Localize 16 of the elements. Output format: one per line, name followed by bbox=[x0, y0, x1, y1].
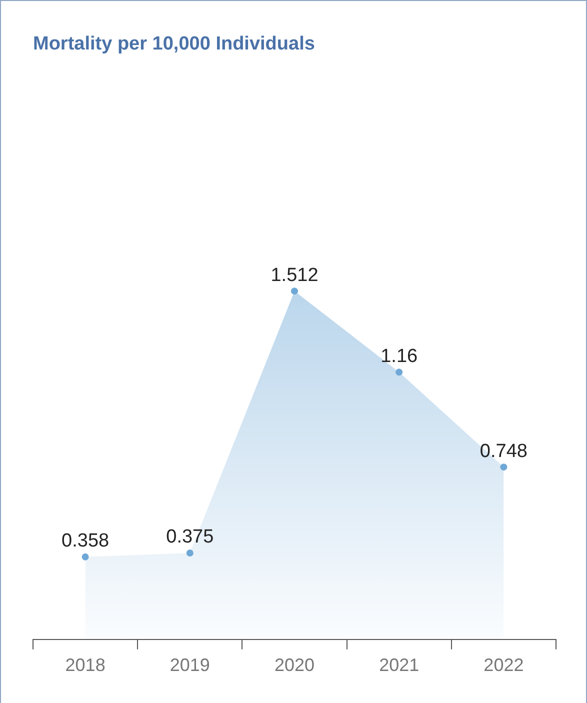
x-tick-label: 2020 bbox=[274, 655, 315, 676]
point bbox=[291, 288, 298, 295]
point bbox=[500, 464, 508, 471]
x-tick-label: 2021 bbox=[379, 655, 420, 676]
data-label: 0.748 bbox=[480, 440, 528, 462]
point bbox=[82, 553, 89, 560]
data-label: 0.358 bbox=[62, 530, 110, 552]
x-tick-label: 2019 bbox=[170, 655, 210, 676]
data-label: 1.512 bbox=[270, 264, 318, 286]
point bbox=[186, 550, 194, 557]
point bbox=[396, 368, 403, 376]
chart-title: Mortality per 10,000 Individuals bbox=[33, 34, 315, 55]
data-label: 1.16 bbox=[380, 346, 418, 367]
data-label: 0.375 bbox=[166, 526, 214, 548]
x-tick-label: 2018 bbox=[65, 655, 106, 676]
x-tick-label: 2022 bbox=[484, 655, 524, 676]
